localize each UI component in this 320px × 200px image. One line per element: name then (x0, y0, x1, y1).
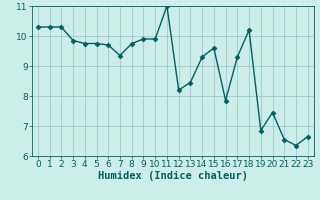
X-axis label: Humidex (Indice chaleur): Humidex (Indice chaleur) (98, 171, 248, 181)
